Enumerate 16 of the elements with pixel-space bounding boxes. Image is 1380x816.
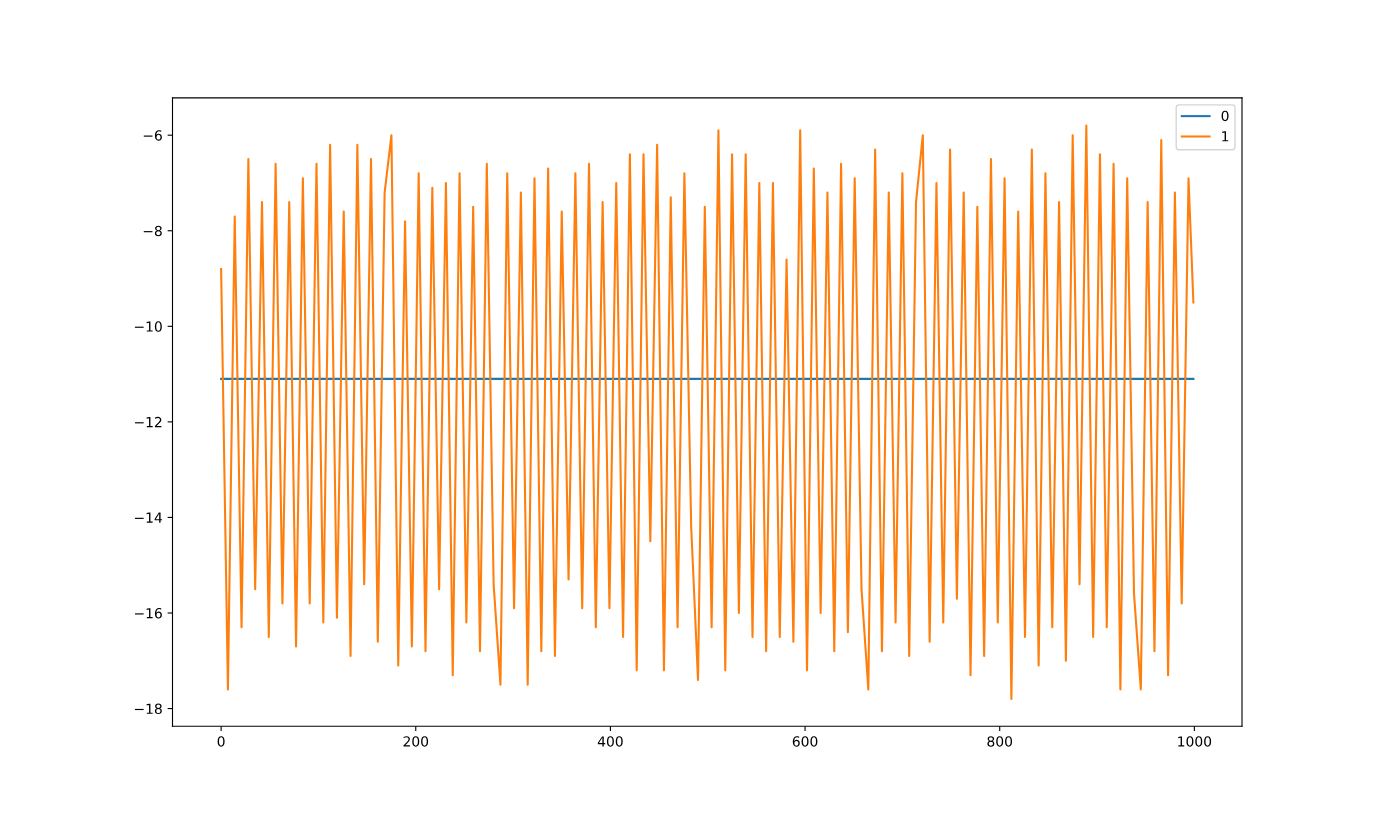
y-tick-label: −18 (134, 703, 162, 715)
x-tick-label: 800 (987, 736, 1013, 747)
x-tick-label: 0 (217, 736, 225, 747)
y-tick-label: −16 (134, 607, 162, 619)
y-tick-label: −12 (134, 416, 162, 428)
x-tick-label: 200 (403, 736, 429, 747)
y-tick-label: −14 (134, 512, 162, 523)
x-tick-label: 600 (792, 736, 818, 747)
y-tick-label: −8 (143, 225, 162, 237)
y-tick-label: −6 (143, 130, 162, 141)
line-series (220, 124, 1195, 701)
y-tick-label: −10 (134, 321, 162, 332)
legend-label: 1 (1222, 131, 1229, 142)
x-tick-label: 400 (597, 736, 623, 747)
x-tick-label: 1000 (1178, 736, 1212, 747)
legend-label: 0 (1221, 110, 1229, 122)
